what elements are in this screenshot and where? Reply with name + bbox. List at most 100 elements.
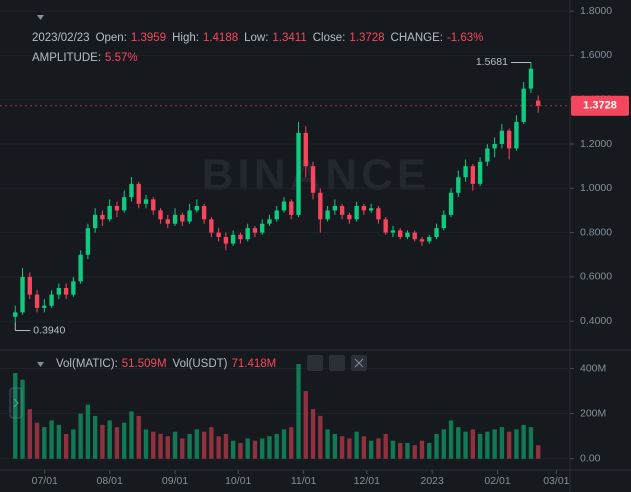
candle-body <box>485 148 490 162</box>
x-tick-label: 2023 <box>420 475 444 487</box>
volume-bar <box>456 427 461 459</box>
candle-body <box>376 208 381 220</box>
candle-body <box>194 206 200 211</box>
y-tick-label: 0.00 <box>580 453 601 465</box>
volume-bar <box>180 438 185 459</box>
candle-body <box>528 68 534 89</box>
collapse-icon[interactable] <box>37 15 44 20</box>
candle-body <box>92 214 98 229</box>
volume-bar <box>92 415 98 459</box>
candle-body <box>34 294 40 308</box>
candle-body <box>318 192 323 220</box>
volume-bar <box>85 404 91 459</box>
field-value: 71.418M <box>231 358 276 370</box>
field-label: CHANGE: <box>391 32 443 44</box>
volume-bar <box>354 431 359 459</box>
candle-body <box>383 219 388 233</box>
candle-body <box>405 232 410 238</box>
candle-body <box>42 305 47 308</box>
volume-bar <box>339 436 345 459</box>
field-value: 5.57% <box>105 52 138 64</box>
candle-body <box>361 206 367 211</box>
volume-header: Vol(MATIC): 51.509M Vol(USDT) 71.418M <box>56 358 276 370</box>
field-label: Low: <box>244 32 268 44</box>
volume-bar <box>260 438 265 459</box>
volume-bar <box>303 391 308 459</box>
y-tick-label: 0.8000 <box>580 226 612 238</box>
field-label: Open: <box>96 32 127 44</box>
field-label: AMPLITUDE: <box>32 52 101 64</box>
volume-bar <box>252 440 258 459</box>
field-label: Vol(USDT) <box>173 358 228 370</box>
field-value: -1.63% <box>447 32 483 44</box>
candle-body <box>310 166 316 193</box>
volume-bar <box>194 429 200 459</box>
volume-bar <box>492 429 497 459</box>
y-tick-label: 200M <box>580 407 606 419</box>
volume-bar <box>42 427 47 459</box>
field-value: 1.4188 <box>203 32 238 44</box>
volume-bar <box>209 427 214 459</box>
volume-bar <box>143 429 149 459</box>
y-tick-label: 1.0000 <box>580 182 612 194</box>
volume-bar <box>514 429 519 459</box>
field-label: Close: <box>313 32 346 44</box>
x-tick-label: 02/01 <box>484 475 510 487</box>
candle-body <box>122 197 127 211</box>
volume-bar <box>13 373 18 459</box>
candle-body <box>303 132 308 167</box>
volume-bar <box>34 422 40 459</box>
candle-body <box>129 183 134 198</box>
volume-bar <box>536 445 541 459</box>
volume-bar <box>71 429 76 459</box>
volume-bar <box>368 440 374 459</box>
volume-bar <box>129 411 134 459</box>
candle-body <box>49 294 54 306</box>
candle-body <box>492 143 497 149</box>
candle-body <box>100 214 105 220</box>
field-value: 1.3959 <box>131 32 166 44</box>
volume-tools <box>307 355 367 371</box>
volume-bar <box>499 427 505 459</box>
volume-bar <box>63 433 69 459</box>
volume-bar <box>318 415 323 459</box>
volume-bar <box>201 431 207 459</box>
volume-bar <box>412 445 417 459</box>
visibility-button[interactable] <box>307 355 323 371</box>
volume-bar <box>151 431 156 459</box>
x-tick-label: 03/01 <box>543 475 569 487</box>
candle-body <box>27 276 32 295</box>
volume-bar <box>441 429 446 459</box>
volume-bar <box>136 415 141 459</box>
y-tick-label: 1.6000 <box>580 49 612 61</box>
candle-body <box>63 287 69 295</box>
volume-bar <box>274 433 279 459</box>
volume-bar <box>398 442 403 459</box>
volume-bar <box>56 424 62 459</box>
volume-bar <box>325 429 330 459</box>
candle-body <box>180 214 185 222</box>
volume-bar <box>470 429 476 459</box>
candle-body <box>470 166 476 184</box>
volume-bar <box>448 420 454 459</box>
candle-body <box>143 199 149 204</box>
volume-bar <box>528 427 534 459</box>
volume-bar <box>419 440 425 459</box>
volume-bar <box>361 436 367 459</box>
candle-body <box>245 228 250 240</box>
field-value: 1.3728 <box>349 32 384 44</box>
volume-bar <box>376 438 381 459</box>
collapse-icon[interactable] <box>37 362 44 367</box>
candle-body <box>20 276 25 313</box>
x-tick-label: 08/01 <box>97 475 123 487</box>
settings-button[interactable] <box>329 355 345 371</box>
volume-bar <box>405 442 410 459</box>
volume-bar <box>165 436 170 459</box>
volume-bar <box>107 420 112 459</box>
volume-bar <box>506 431 512 459</box>
candle-body <box>499 130 505 144</box>
candle-body <box>536 100 541 106</box>
candle-body <box>398 230 403 238</box>
candle-body <box>78 254 83 282</box>
